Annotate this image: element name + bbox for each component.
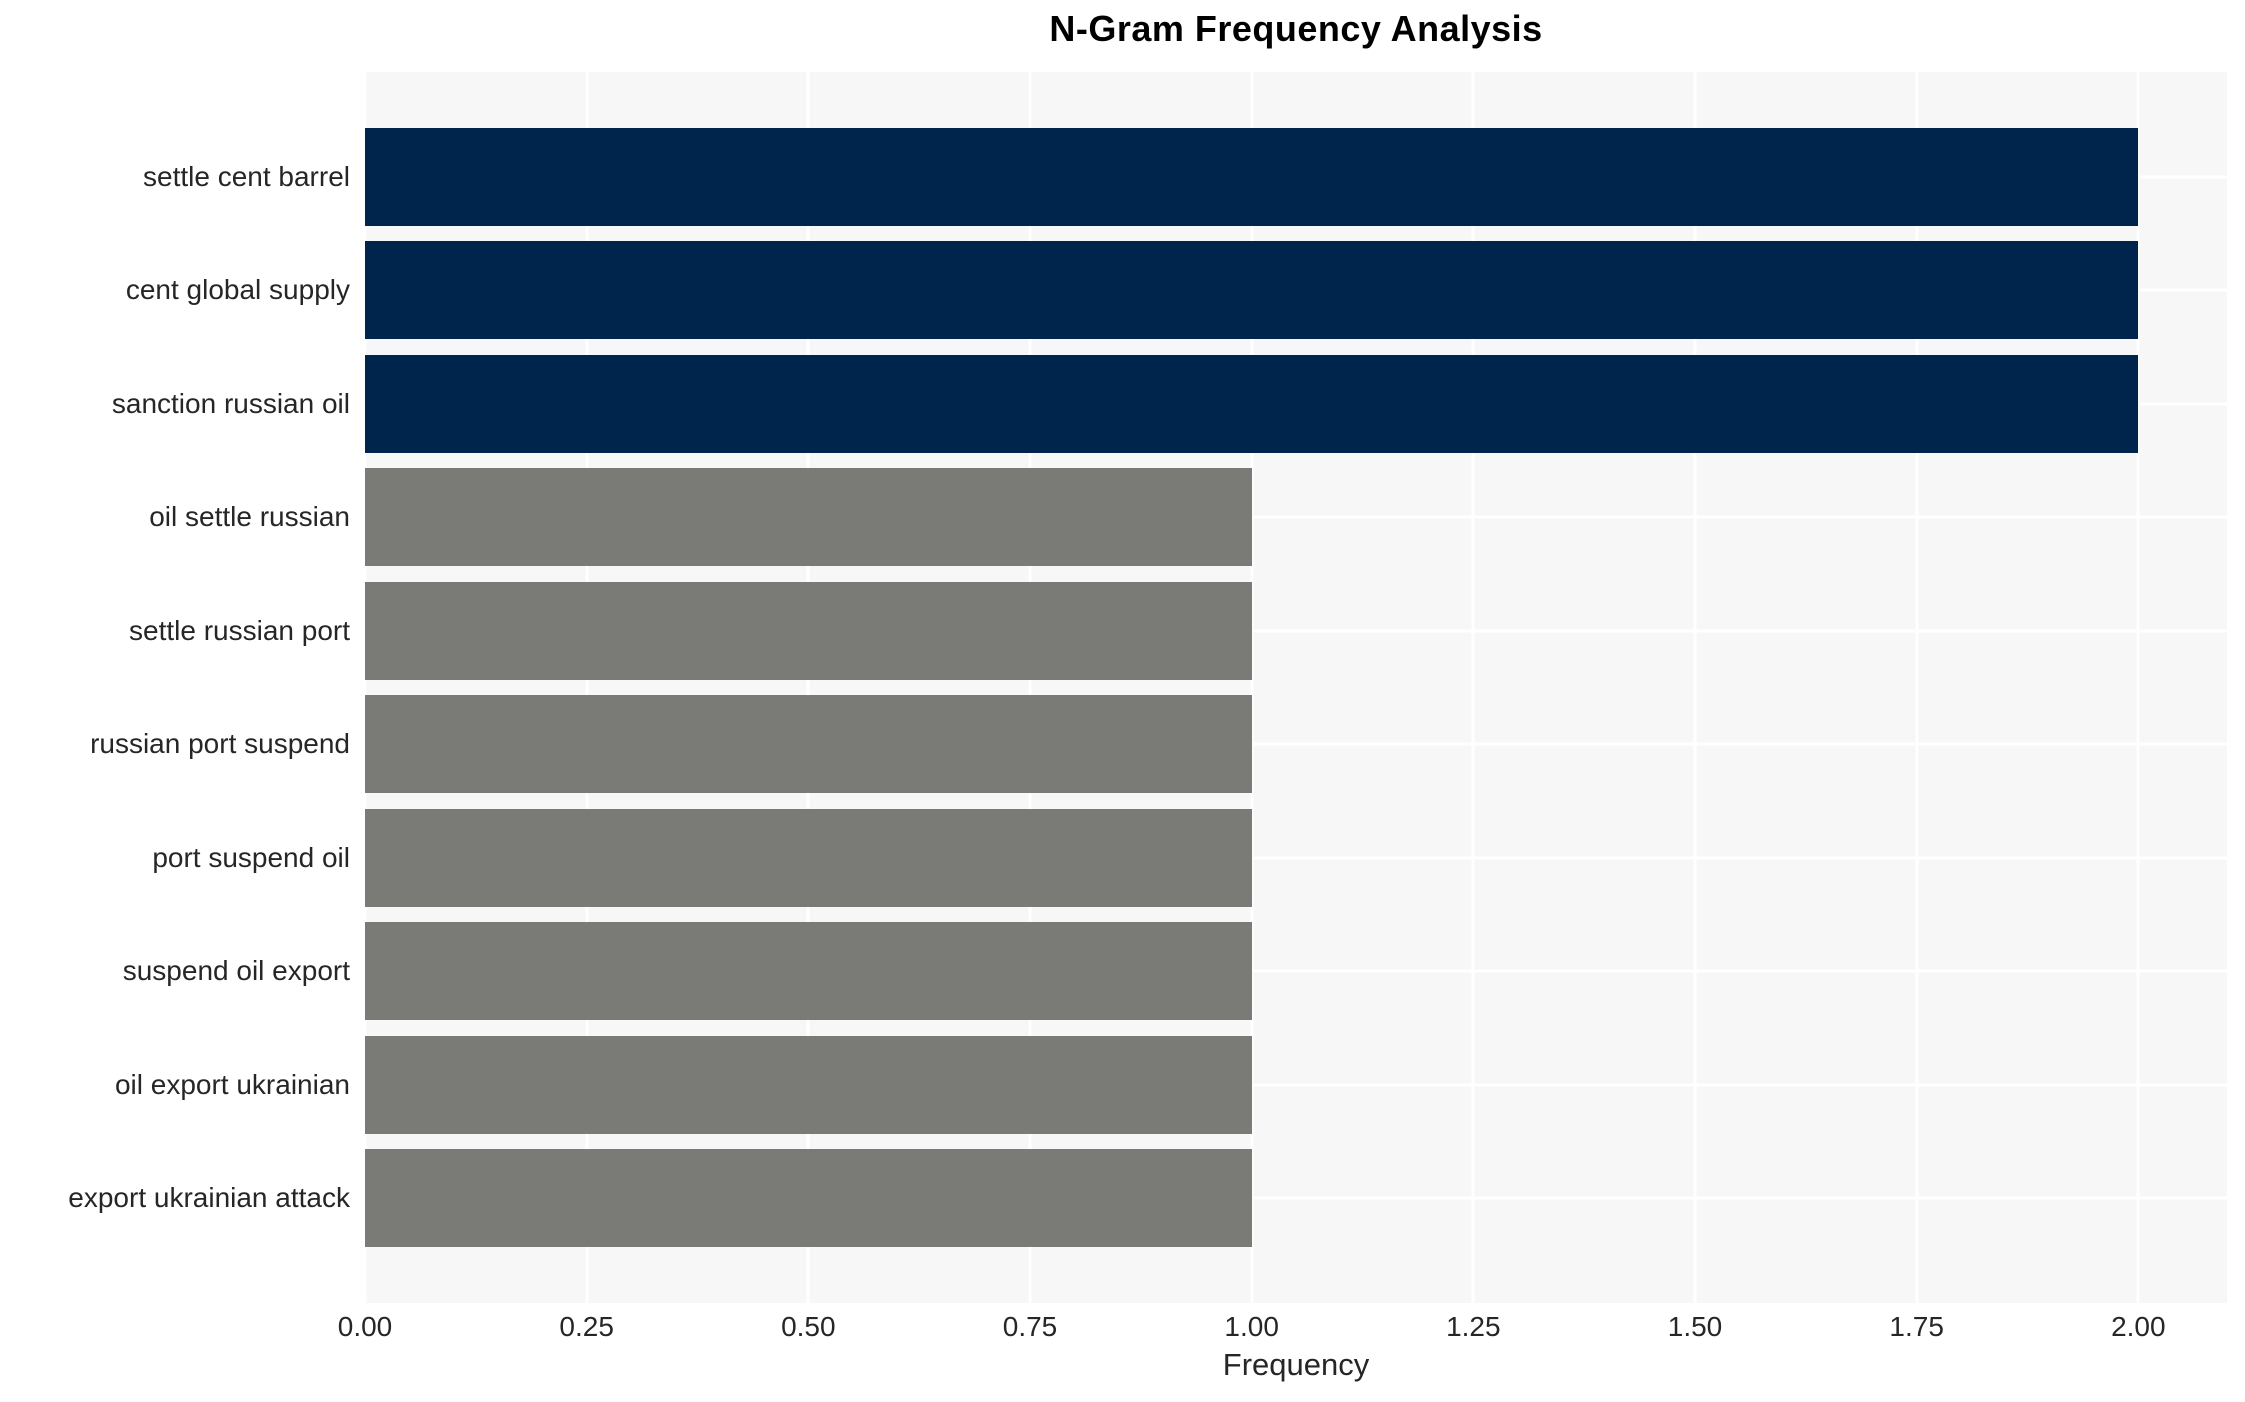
x-tick-label: 0.00 bbox=[337, 1311, 393, 1342]
y-gridline bbox=[365, 1083, 2227, 1087]
x-gridline bbox=[2136, 72, 2140, 1303]
x-tick-label: 0.75 bbox=[1002, 1311, 1058, 1342]
x-tick-label: 1.75 bbox=[1889, 1311, 1944, 1342]
x-gridline bbox=[585, 72, 589, 1303]
y-gridline bbox=[365, 515, 2227, 519]
bar-sanction-russian-oil bbox=[365, 354, 2139, 453]
category-label: russian port suspend bbox=[90, 728, 350, 760]
category-label: suspend oil export bbox=[122, 955, 350, 987]
y-gridline bbox=[365, 742, 2227, 746]
category-label: oil export ukrainian bbox=[114, 1068, 350, 1100]
x-gridline bbox=[1915, 72, 1919, 1303]
y-gridline bbox=[365, 1196, 2227, 1200]
bar-oil-settle-russian bbox=[365, 468, 1252, 567]
x-tick-label: 0.25 bbox=[559, 1311, 614, 1342]
category-label: settle russian port bbox=[129, 614, 350, 646]
bar-settle-russian-port bbox=[365, 581, 1252, 680]
x-tick-label: 1.25 bbox=[1446, 1311, 1501, 1342]
x-gridline bbox=[1693, 72, 1697, 1303]
bar-export-ukrainian-attack bbox=[365, 1149, 1252, 1248]
x-gridline bbox=[1028, 72, 1032, 1303]
x-gridline bbox=[1250, 72, 1254, 1303]
bar-port-suspend-oil bbox=[365, 808, 1252, 907]
y-axis-category-labels: settle cent barrel cent global supply sanc… bbox=[0, 72, 350, 1303]
chart-title: N-Gram Frequency Analysis bbox=[1049, 8, 1543, 49]
x-tick-label: 2.00 bbox=[2111, 1311, 2166, 1342]
bar-oil-export-ukrainian bbox=[365, 1035, 1252, 1134]
x-axis-ticks: 0.00 0.25 0.50 0.75 1.00 1.25 1.50 1.75 2.00 bbox=[338, 1311, 2227, 1345]
category-label: sanction russian oil bbox=[111, 387, 350, 419]
x-tick-label: 0.50 bbox=[781, 1311, 836, 1342]
x-tick-label: 1.50 bbox=[1667, 1311, 1723, 1342]
y-gridline bbox=[365, 856, 2227, 860]
y-gridline bbox=[365, 629, 2227, 633]
x-gridline bbox=[806, 72, 810, 1303]
x-gridline bbox=[363, 72, 367, 1303]
x-gridline bbox=[1471, 72, 1475, 1303]
y-gridline bbox=[365, 969, 2227, 973]
category-label: cent global supply bbox=[125, 274, 350, 306]
bar-cent-global-supply bbox=[365, 241, 2139, 340]
category-label: oil settle russian bbox=[149, 501, 350, 533]
x-tick-label: 1.00 bbox=[1224, 1311, 1279, 1342]
category-label: export ukrainian attack bbox=[68, 1182, 350, 1214]
x-axis-title: Frequency bbox=[1222, 1347, 1370, 1382]
bar-russian-port-suspend bbox=[365, 695, 1252, 794]
category-label: port suspend oil bbox=[152, 841, 350, 873]
plot-area bbox=[363, 72, 2227, 1303]
bar-settle-cent-barrel bbox=[365, 127, 2139, 226]
bar-suspend-oil-export bbox=[365, 922, 1252, 1021]
category-label: settle cent barrel bbox=[143, 160, 350, 192]
